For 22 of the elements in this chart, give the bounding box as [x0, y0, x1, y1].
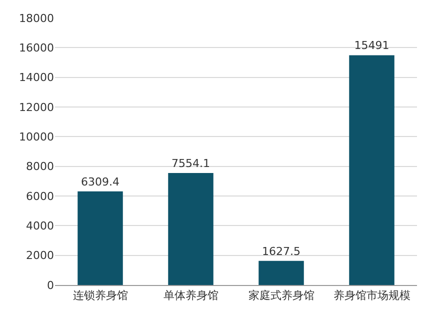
y-tick-label: 4000	[26, 220, 54, 233]
y-tick-label: 0	[47, 278, 54, 292]
bar	[258, 260, 304, 285]
y-tick-label: 6000	[26, 190, 54, 203]
x-tick-label: 养身馆市场规模	[333, 289, 410, 302]
y-tick-label: 2000	[26, 249, 54, 262]
y-tick-label: 12000	[19, 100, 54, 114]
y-tick-label: 18000	[19, 12, 54, 25]
x-tick-label: 家庭式养身馆	[248, 289, 314, 302]
bar	[349, 55, 394, 285]
data-label: 7554.1	[172, 156, 210, 170]
x-tick-label: 连锁养身馆	[72, 289, 128, 302]
data-label: 15491	[354, 39, 390, 52]
y-tick-label: 16000	[19, 42, 54, 55]
y-tick-label: 14000	[19, 71, 54, 84]
data-label: 1627.5	[262, 244, 301, 258]
bar	[78, 191, 123, 285]
y-tick-label: 10000	[19, 130, 54, 144]
y-tick-label: 8000	[26, 160, 54, 174]
x-tick-label: 单体养身馆	[163, 289, 218, 302]
data-label: 6309.4	[81, 175, 120, 188]
bar	[168, 172, 214, 285]
